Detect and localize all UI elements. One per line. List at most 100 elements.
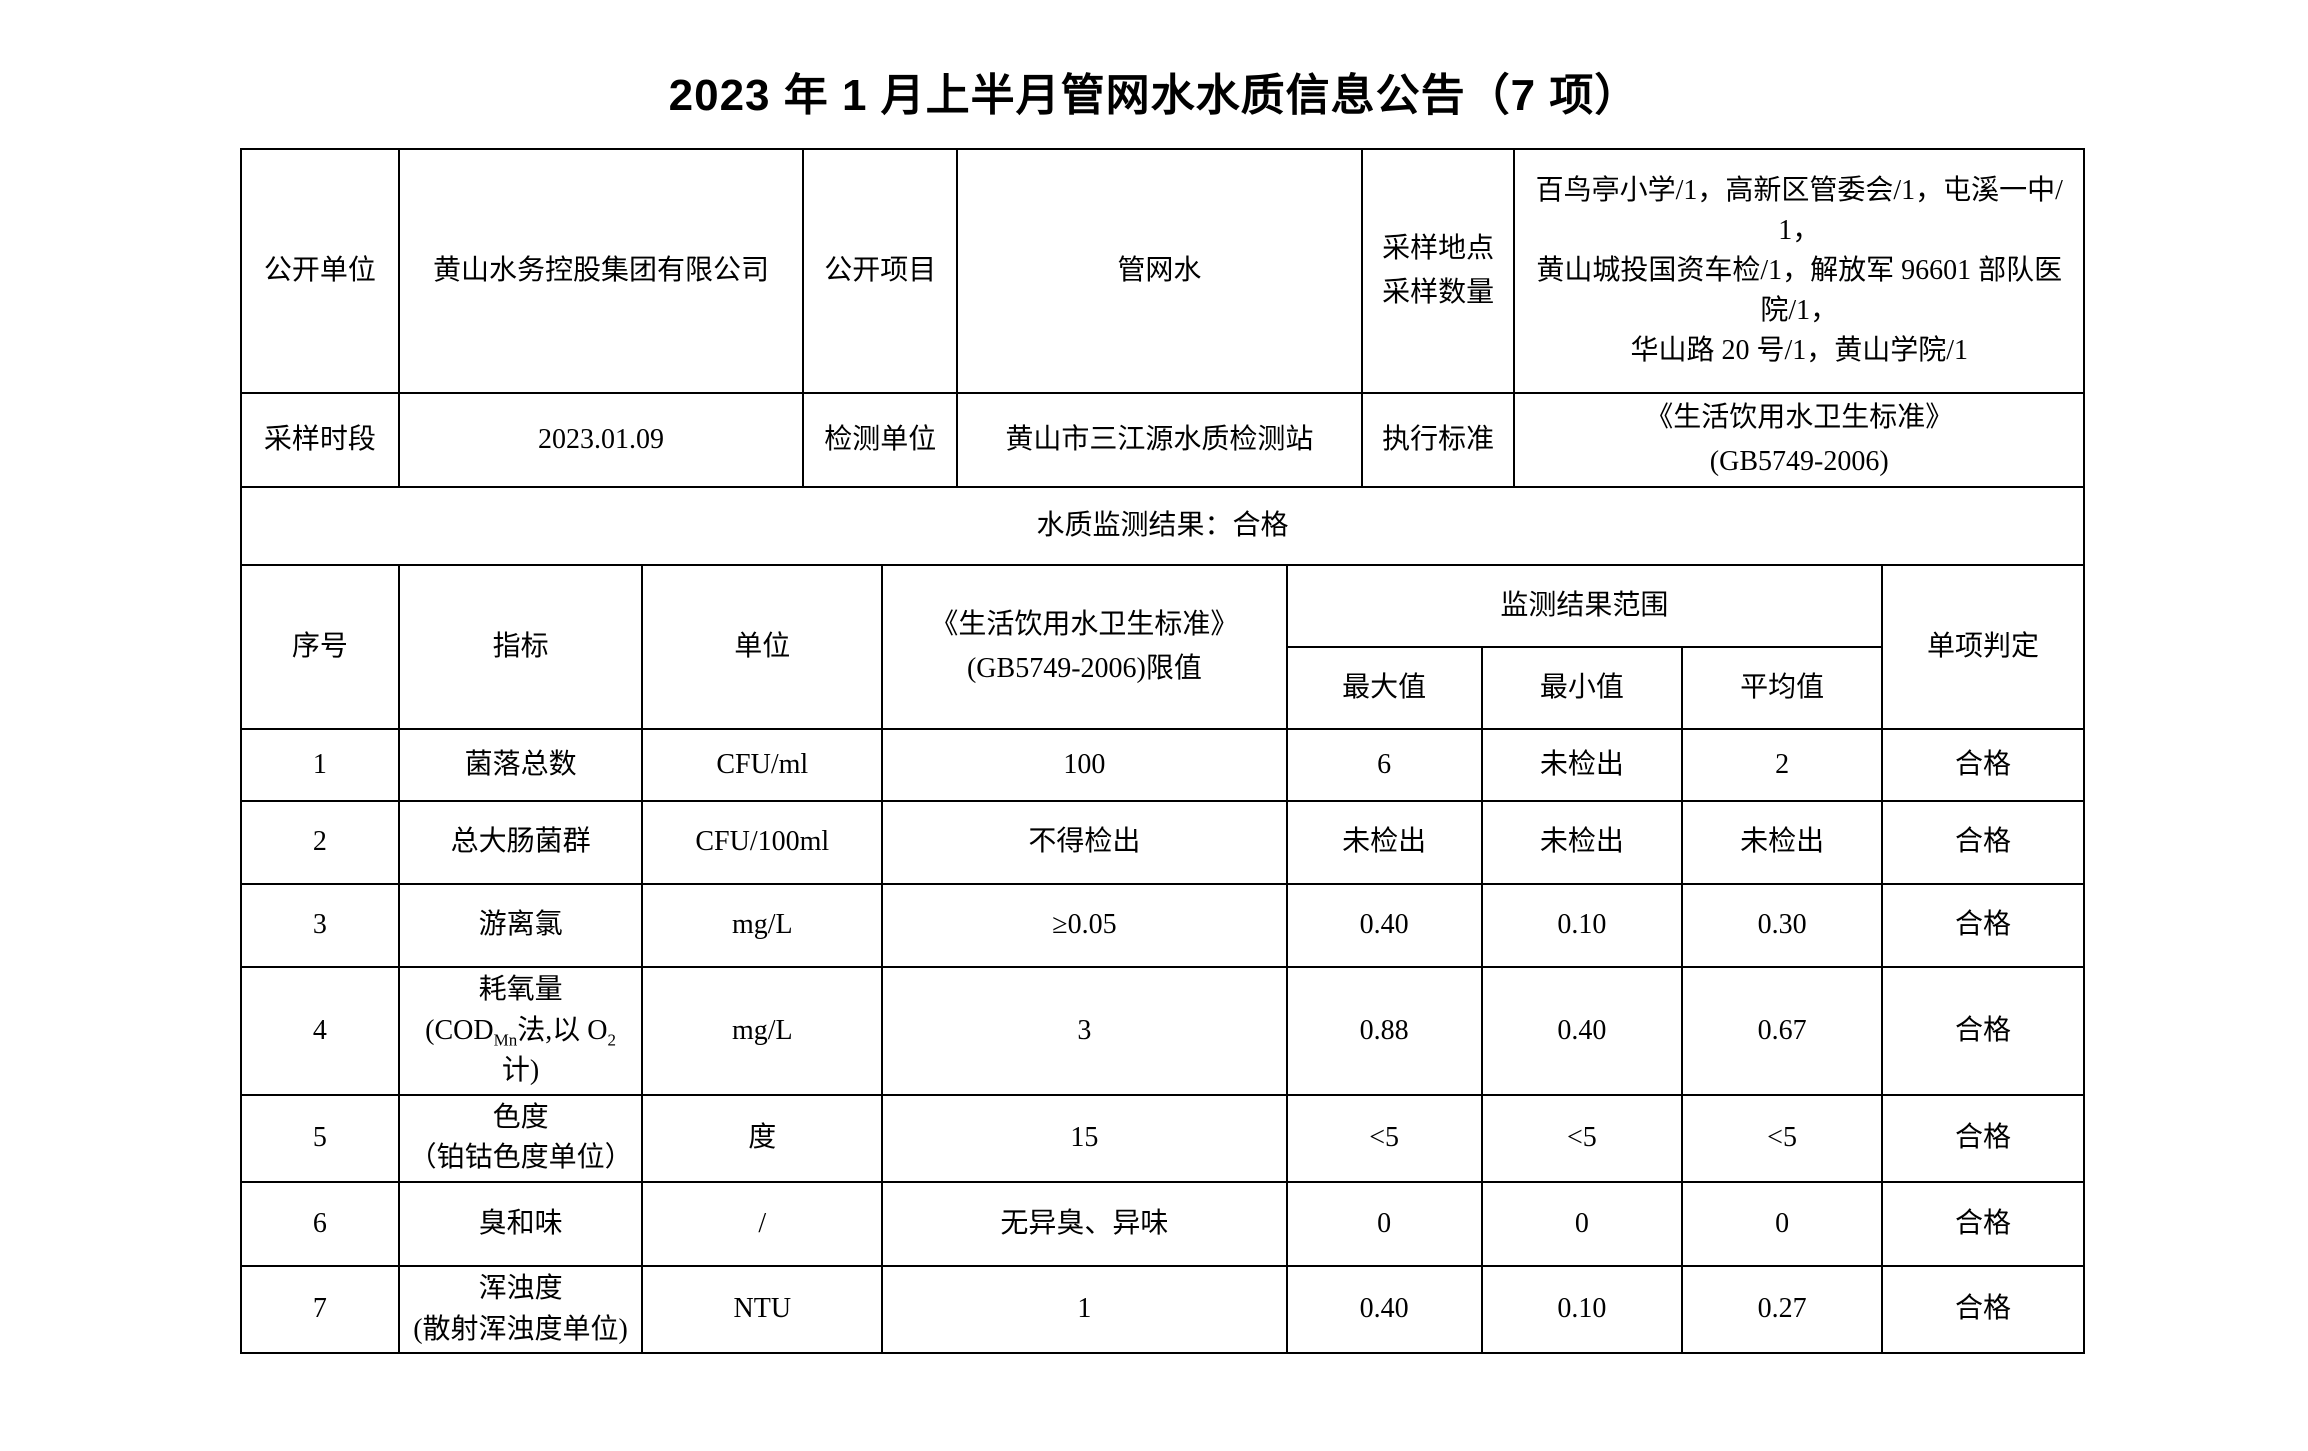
row-indicator: 耗氧量 (CODMn法,以 O2 计) xyxy=(397,966,644,1096)
result-row: 水质监测结果：合格 xyxy=(240,486,2085,566)
standard-value-line2: (GB5749-2006) xyxy=(1709,446,1889,477)
col-header-avg: 平均值 xyxy=(1681,646,1883,730)
row-avg: <5 xyxy=(1681,1093,1883,1183)
document-body: 公开单位 黄山水务控股集团有限公司 公开项目 管网水 采样地点 采样数量 百鸟亭… xyxy=(240,148,2086,1355)
row-avg: 0 xyxy=(1681,1180,1883,1267)
row-indicator: 臭和味 xyxy=(397,1180,644,1267)
col-header-max: 最大值 xyxy=(1285,646,1483,730)
standard-label: 执行标准 xyxy=(1360,392,1516,488)
test-unit-value: 黄山市三江源水质检测站 xyxy=(956,392,1363,488)
col-header-unit: 单位 xyxy=(641,564,884,730)
indicator-name: 浑浊度 xyxy=(478,1272,563,1304)
row-unit: 度 xyxy=(641,1093,884,1183)
row-max: 未检出 xyxy=(1285,800,1483,885)
row-index: 3 xyxy=(240,883,400,968)
row-max: 0.40 xyxy=(1285,883,1483,968)
row-unit: CFU/ml xyxy=(641,728,884,802)
row-index: 2 xyxy=(240,800,400,885)
row-limit: 1 xyxy=(881,1264,1288,1355)
row-limit: 3 xyxy=(881,966,1288,1096)
row-indicator: 游离氯 xyxy=(397,883,644,968)
row-index: 6 xyxy=(240,1180,400,1267)
indicator-name: 耗氧量 xyxy=(478,974,563,1005)
row-limit: ≥0.05 xyxy=(881,883,1288,968)
standard-value: 《生活饮用水卫生标准》 (GB5749-2006) xyxy=(1513,392,2085,488)
table-row: 3 游离氯 mg/L ≥0.05 0.40 0.10 0.30 合格 xyxy=(240,883,2086,968)
row-min: 0.40 xyxy=(1480,966,1684,1096)
row-unit: / xyxy=(641,1180,884,1267)
row-judge: 合格 xyxy=(1880,1180,2086,1267)
info-table: 公开单位 黄山水务控股集团有限公司 公开项目 管网水 采样地点 采样数量 百鸟亭… xyxy=(240,148,2085,566)
result-summary: 水质监测结果：合格 xyxy=(240,486,2085,566)
row-max: 6 xyxy=(1285,728,1483,802)
row-judge: 合格 xyxy=(1880,728,2086,802)
public-item-label: 公开项目 xyxy=(802,148,959,394)
row-indicator: 浑浊度 (散射浑浊度单位) xyxy=(397,1264,644,1355)
row-judge: 合格 xyxy=(1880,800,2086,885)
page-title: 2023 年 1 月上半月管网水水质信息公告（7 项） xyxy=(668,71,1640,120)
sampling-label: 采样地点 采样数量 xyxy=(1360,148,1516,394)
row-avg: 2 xyxy=(1681,728,1883,802)
indicator-table: 序号 指标 单位 《生活饮用水卫生标准》 (GB5749-2006)限值 监测结… xyxy=(240,564,2086,1355)
sampling-locations: 百鸟亭小学/1，高新区管委会/1，屯溪一中/1， 黄山城投国资车检/1，解放军 … xyxy=(1513,148,2085,394)
row-max: <5 xyxy=(1285,1093,1483,1183)
row-indicator: 色度 （铂钴色度单位） xyxy=(397,1093,644,1183)
indicator-note: （铂钴色度单位） xyxy=(408,1142,633,1174)
row-index: 7 xyxy=(240,1264,400,1355)
col-header-min: 最小值 xyxy=(1480,646,1684,730)
sampling-label-line1: 采样地点 xyxy=(1382,233,1495,264)
row-index: 1 xyxy=(240,728,400,802)
table-row: 6 臭和味 / 无异臭、异味 0 0 0 合格 xyxy=(240,1180,2086,1267)
public-unit-value: 黄山水务控股集团有限公司 xyxy=(397,148,805,394)
row-index: 5 xyxy=(240,1093,400,1183)
row-limit: 不得检出 xyxy=(881,800,1288,885)
indicator-formula: (CODMn法,以 O2 计) xyxy=(425,1014,616,1087)
col-header-index: 序号 xyxy=(240,564,400,730)
sampling-label-line2: 采样数量 xyxy=(1382,277,1495,308)
row-max: 0.88 xyxy=(1285,966,1483,1096)
col-header-judge: 单项判定 xyxy=(1880,564,2086,730)
col-header-limit: 《生活饮用水卫生标准》 (GB5749-2006)限值 xyxy=(881,564,1288,730)
row-index: 4 xyxy=(240,966,400,1096)
col-header-indicator: 指标 xyxy=(397,564,644,730)
col-header-limit-line2: (GB5749-2006)限值 xyxy=(966,653,1202,684)
row-min: 未检出 xyxy=(1480,800,1684,885)
period-label: 采样时段 xyxy=(240,392,400,488)
row-avg: 未检出 xyxy=(1681,800,1883,885)
row-indicator: 总大肠菌群 xyxy=(397,800,644,885)
row-unit: mg/L xyxy=(641,883,884,968)
row-max: 0.40 xyxy=(1285,1264,1483,1355)
table-row: 5 色度 （铂钴色度单位） 度 15 <5 <5 <5 合格 xyxy=(240,1093,2086,1183)
info-row-1: 公开单位 黄山水务控股集团有限公司 公开项目 管网水 采样地点 采样数量 百鸟亭… xyxy=(240,148,2085,394)
row-limit: 15 xyxy=(881,1093,1288,1183)
row-min: <5 xyxy=(1480,1093,1684,1183)
col-header-range-group: 监测结果范围 xyxy=(1285,564,1883,648)
test-unit-label: 检测单位 xyxy=(802,392,959,488)
table-row: 4 耗氧量 (CODMn法,以 O2 计) mg/L 3 0.88 0.40 0… xyxy=(240,966,2086,1096)
row-limit: 100 xyxy=(881,728,1288,802)
indicator-note: (散射浑浊度单位) xyxy=(413,1313,628,1345)
row-max: 0 xyxy=(1285,1180,1483,1267)
row-judge: 合格 xyxy=(1880,883,2086,968)
standard-value-line1: 《生活饮用水卫生标准》 xyxy=(1645,402,1954,433)
sampling-locations-line1: 百鸟亭小学/1，高新区管委会/1，屯溪一中/1， xyxy=(1535,175,2063,246)
row-unit: CFU/100ml xyxy=(641,800,884,885)
row-unit: mg/L xyxy=(641,966,884,1096)
sampling-locations-line3: 华山路 20 号/1，黄山学院/1 xyxy=(1630,335,1969,366)
header-row-2: 最大值 最小值 平均值 xyxy=(241,646,2084,730)
table-row: 1 菌落总数 CFU/ml 100 6 未检出 2 合格 xyxy=(240,728,2086,802)
indicator-name: 色度 xyxy=(492,1101,549,1133)
row-min: 0 xyxy=(1480,1180,1684,1267)
row-min: 未检出 xyxy=(1480,728,1684,802)
row-min: 0.10 xyxy=(1480,883,1684,968)
row-unit: NTU xyxy=(641,1264,884,1355)
table-row: 2 总大肠菌群 CFU/100ml 不得检出 未检出 未检出 未检出 合格 xyxy=(240,800,2086,885)
sampling-locations-line2: 黄山城投国资车检/1，解放军 96601 部队医院/1， xyxy=(1536,255,2063,326)
row-avg: 0.30 xyxy=(1681,883,1883,968)
public-item-value: 管网水 xyxy=(956,148,1363,394)
info-row-2: 采样时段 2023.01.09 检测单位 黄山市三江源水质检测站 执行标准 《生… xyxy=(240,392,2085,488)
row-avg: 0.27 xyxy=(1681,1264,1883,1355)
row-judge: 合格 xyxy=(1880,966,2086,1096)
row-judge: 合格 xyxy=(1880,1093,2086,1183)
